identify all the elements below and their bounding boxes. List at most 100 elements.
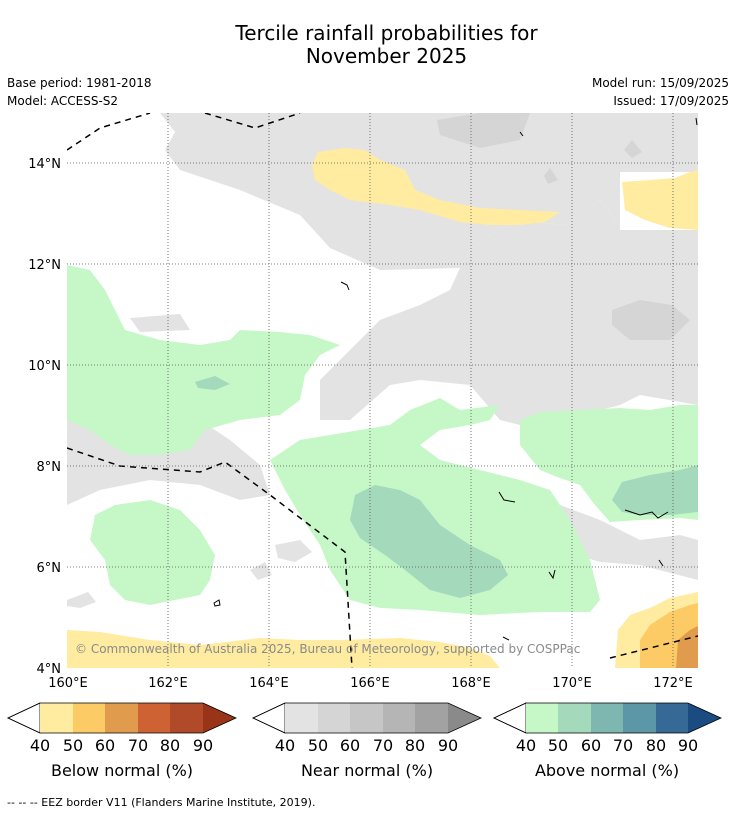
map-area xyxy=(67,113,698,668)
near-normal-region-central xyxy=(320,200,698,425)
eez-border-north xyxy=(67,113,151,151)
island-outline-4 xyxy=(502,636,510,641)
model-info: Base period: 1981-2018 Model: ACCESS-S2 xyxy=(7,74,152,110)
island-outline-9 xyxy=(695,117,698,126)
island-outline-5 xyxy=(548,569,556,580)
legend-near-low-arrow xyxy=(252,702,286,734)
legend-tick: 60 xyxy=(581,736,601,755)
legend-tick: 90 xyxy=(678,736,698,755)
above-normal-region-west xyxy=(67,265,340,455)
legend-tick: 60 xyxy=(340,736,360,755)
legend-tick: 90 xyxy=(438,736,458,755)
legend-tick: 50 xyxy=(63,736,83,755)
model-name: Model: ACCESS-S2 xyxy=(7,94,119,108)
gridlines xyxy=(67,113,698,668)
below-normal-60-region-southeast xyxy=(676,626,698,668)
below-normal-region-north xyxy=(312,148,560,225)
island-outline-1 xyxy=(213,599,221,607)
legend-tick: 60 xyxy=(95,736,115,755)
model-run: Model run: 15/09/2025 xyxy=(591,76,729,90)
lat-tick-labels: 4°N 6°N 8°N 10°N 12°N 14°N xyxy=(28,157,61,677)
legend-tick: 70 xyxy=(373,736,393,755)
legend-below-swatch-70 xyxy=(138,703,170,733)
legend-above-swatch-80 xyxy=(656,703,688,733)
legend-near-high-arrow xyxy=(448,703,481,733)
legend-near-swatch-70 xyxy=(383,703,415,733)
legend-tick: 50 xyxy=(308,736,328,755)
legend-above-high-arrow xyxy=(688,703,721,733)
eez-border-central xyxy=(67,447,353,668)
eez-footnote: -- -- -- EEZ border V11 (Flanders Marine… xyxy=(7,796,316,809)
legend-near-swatch-40 xyxy=(285,703,318,733)
island-outline-6 xyxy=(658,559,664,567)
title-line-1: Tercile rainfall probabilities for xyxy=(235,21,538,45)
above-normal-region-southwest xyxy=(90,500,215,605)
above-normal-50-region-central xyxy=(350,485,508,598)
near-normal-50-patch-2 xyxy=(612,300,690,340)
legend-near-swatch-50 xyxy=(318,703,350,733)
island-outline-8 xyxy=(519,131,524,137)
island-outlines xyxy=(213,117,698,641)
eez-border-southeast xyxy=(609,635,698,659)
legend-below-swatch-60 xyxy=(105,703,138,733)
above-normal-50-region-east xyxy=(612,465,698,515)
near-normal-patch-4 xyxy=(130,314,190,332)
lat-tick-label: 4°N xyxy=(37,662,62,677)
legend-tick: 40 xyxy=(30,736,50,755)
lon-tick-label: 170°E xyxy=(552,676,592,691)
legend-above-low-arrow xyxy=(493,702,527,734)
lat-tick-label: 8°N xyxy=(37,460,62,475)
legend-title-near: Near normal (%) xyxy=(300,761,434,780)
legend-tick: 40 xyxy=(275,736,295,755)
issued-date: Issued: 17/09/2025 xyxy=(613,94,729,108)
legend-below-high-arrow xyxy=(203,703,236,733)
legend-below-normal: 40 50 60 70 80 90 xyxy=(7,702,237,755)
lon-tick-label: 160°E xyxy=(48,676,88,691)
lon-tick-label: 164°E xyxy=(249,676,289,691)
lon-tick-labels: 160°E 162°E 164°E 166°E 168°E 170°E 172°… xyxy=(48,676,693,691)
legend-below-low-arrow xyxy=(7,702,41,734)
legend-tick: 90 xyxy=(193,736,213,755)
legend-near-swatch-80 xyxy=(415,703,448,733)
legend-below-swatch-40 xyxy=(40,703,73,733)
near-normal-patch-3 xyxy=(67,592,96,608)
near-normal-50-patch-3 xyxy=(624,140,642,158)
eez-border-lines xyxy=(67,113,698,668)
below-normal-region-northeast xyxy=(622,170,698,230)
lon-tick-label: 166°E xyxy=(350,676,390,691)
legend-below-swatch-50 xyxy=(73,703,105,733)
legend-above-swatch-40 xyxy=(526,703,558,733)
lat-tick-label: 10°N xyxy=(28,359,61,374)
run-info: Model run: 15/09/2025 Issued: 17/09/2025 xyxy=(592,74,729,110)
base-period: Base period: 1981-2018 xyxy=(7,76,152,90)
lat-tick-label: 6°N xyxy=(37,561,62,576)
legend-above-swatch-60 xyxy=(591,703,623,733)
map-title: Tercile rainfall probabilities for Novem… xyxy=(0,22,736,68)
legend-above-swatch-70 xyxy=(623,703,656,733)
legend-above-normal: 40 50 60 70 80 90 xyxy=(493,702,722,755)
island-outline-3 xyxy=(624,509,669,519)
lat-tick-label: 12°N xyxy=(28,258,61,273)
rainfall-map: © Commonwealth of Australia 2025, Bureau… xyxy=(28,113,698,691)
near-normal-patch-1 xyxy=(275,540,312,562)
legend-tick: 40 xyxy=(516,736,536,755)
legend-title-above: Above normal (%) xyxy=(534,761,680,780)
legend-tick: 70 xyxy=(128,736,148,755)
legend-tick: 70 xyxy=(613,736,633,755)
near-normal-region-east xyxy=(530,505,698,580)
legend-tick: 80 xyxy=(646,736,666,755)
legend-title-below: Below normal (%) xyxy=(50,761,194,780)
title-line-2: November 2025 xyxy=(305,44,468,68)
copyright-text: © Commonwealth of Australia 2025, Bureau… xyxy=(75,642,580,656)
legend-below-swatch-80 xyxy=(170,703,203,733)
island-outline-7 xyxy=(340,281,350,291)
lon-tick-label: 168°E xyxy=(451,676,491,691)
near-normal-50-patch-4 xyxy=(544,168,558,184)
lat-tick-label: 14°N xyxy=(28,157,61,172)
lon-tick-label: 172°E xyxy=(653,676,693,691)
lon-tick-label: 162°E xyxy=(148,676,188,691)
above-normal-region-central xyxy=(270,398,600,615)
legend-tick: 80 xyxy=(160,736,180,755)
near-normal-patch-2 xyxy=(250,562,272,580)
